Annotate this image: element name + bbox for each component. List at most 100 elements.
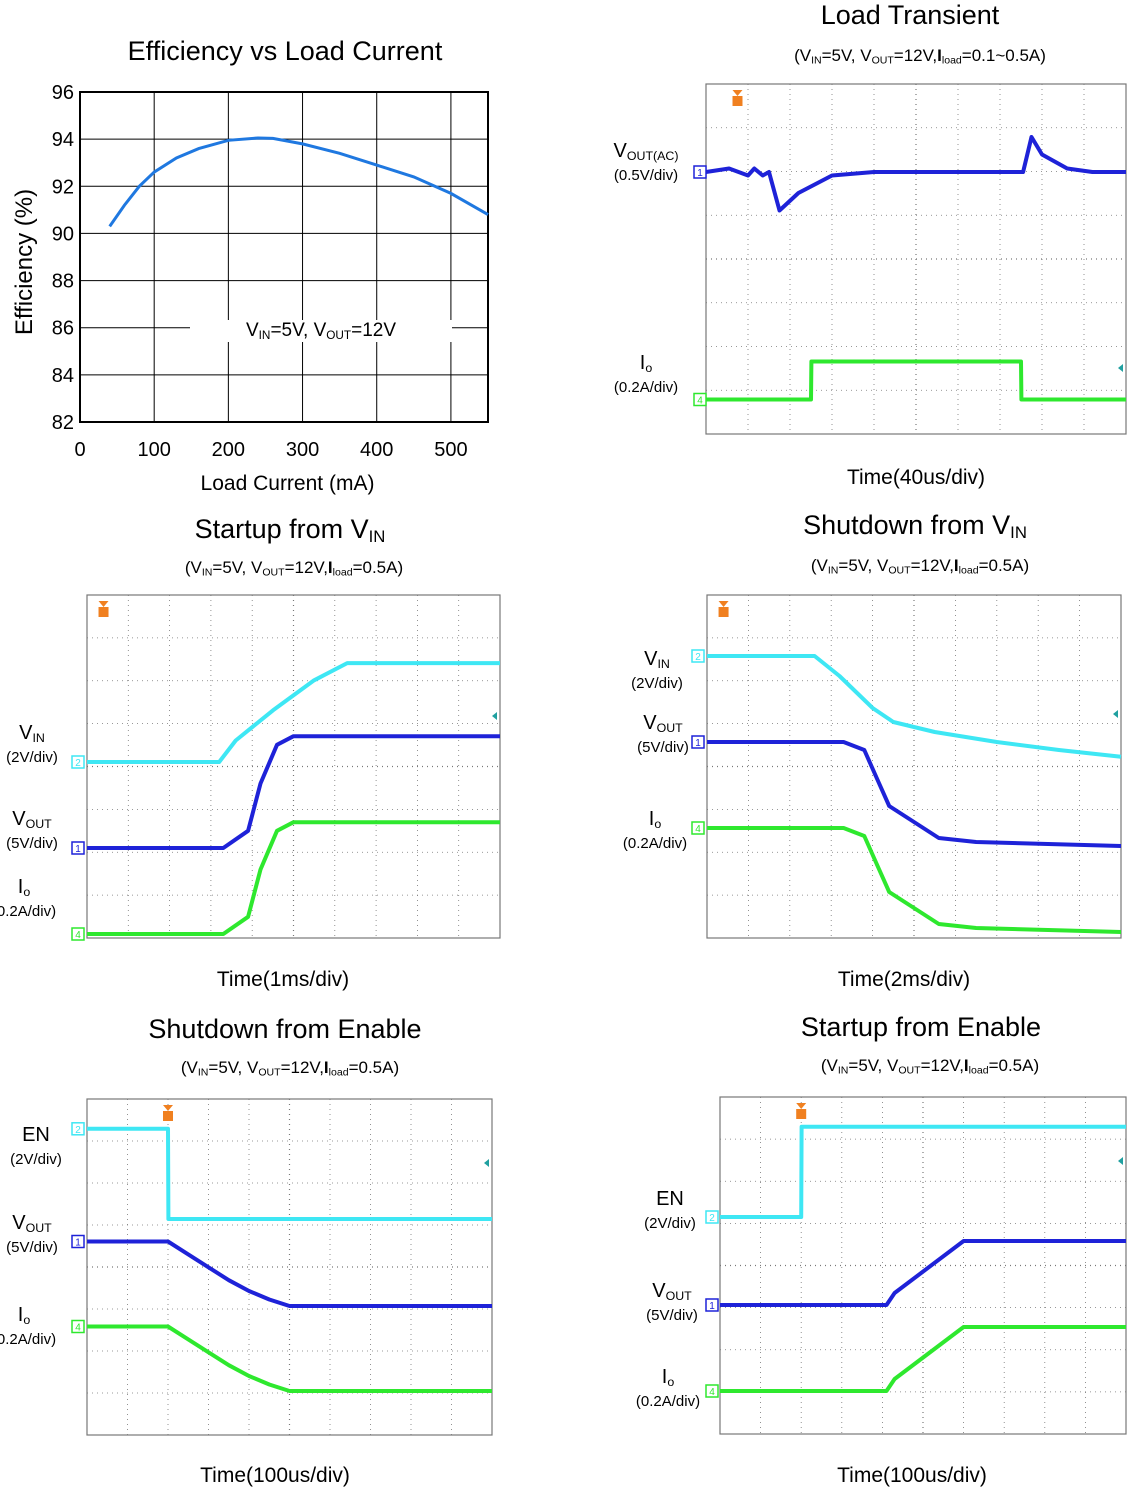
efficiency-y-tick-label: 84	[52, 365, 74, 387]
shutdown-enable-time-label: Time(100us/div)	[200, 1464, 350, 1487]
startup-enable-conditions: (VIN=5V, VOUT=12V,Iload=0.5A)	[820, 1056, 1040, 1077]
efficiency-y-tick-label: 82	[52, 412, 74, 434]
shutdown-enable-trigger-icon	[163, 1105, 173, 1111]
efficiency-plot-frame	[79, 91, 489, 423]
efficiency-x-tick-label: 300	[286, 439, 319, 461]
load-transient-ch1-label: VOUT(AC) (0.5V/div)	[613, 140, 679, 185]
shutdown-vin-channel-marker	[691, 821, 705, 835]
startup-vin-ch1-label: VIN (2V/div)	[6, 722, 58, 767]
startup-enable-channel-marker-label: 1	[709, 1301, 715, 1312]
startup-vin-trace-1	[87, 661, 500, 764]
startup-enable-channel-marker-label: 2	[709, 1213, 715, 1224]
startup-enable-trigger-badge	[796, 1109, 807, 1119]
startup-vin-channel-marker-label: 1	[75, 844, 81, 855]
load-transient-level-arrow-icon	[1118, 364, 1123, 372]
efficiency-y-tick-label: 90	[52, 223, 74, 245]
shutdown-enable-trigger-badge	[163, 1111, 173, 1121]
load-transient-frame	[705, 83, 1127, 435]
shutdown-vin-time-label: Time(2ms/div)	[837, 968, 971, 991]
efficiency-curve	[108, 136, 489, 228]
load-transient-trigger-icon	[732, 90, 743, 96]
startup-vin-trigger-icon	[98, 601, 109, 607]
load-transient-time-label: Time(40us/div)	[846, 466, 986, 489]
load-transient-conditions: (VIN=5V, VOUT=12V,Iload=0.1~0.5A)	[794, 46, 1046, 67]
shutdown-vin-title: Shutdown from VIN	[803, 510, 1027, 543]
startup-vin-trace-2	[87, 734, 500, 850]
startup-vin-channel-marker-label: 2	[75, 758, 81, 769]
efficiency-x-axis-label: Load Current (mA)	[200, 472, 375, 495]
shutdown-enable-ch1-label: EN (2V/div)	[10, 1124, 62, 1169]
shutdown-enable-channel-marker-label: 2	[75, 1125, 81, 1136]
startup-enable-level-arrow-icon	[1118, 1157, 1123, 1165]
efficiency-x-tick-label: 400	[360, 439, 393, 461]
startup-vin-conditions: (VIN=5V, VOUT=12V,Iload=0.5A)	[184, 558, 404, 579]
startup-enable-time-label: Time(100us/div)	[837, 1464, 987, 1487]
shutdown-vin-channel-marker	[691, 649, 705, 663]
startup-enable-trigger-icon	[796, 1103, 807, 1109]
shutdown-enable-trace-1	[87, 1126, 492, 1221]
efficiency-x-tick-label: 200	[212, 439, 245, 461]
startup-vin-channel-marker	[71, 755, 85, 769]
shutdown-vin-trigger-badge	[718, 607, 729, 617]
efficiency-y-tick-label: 88	[52, 271, 74, 293]
efficiency-y-tick-label: 94	[52, 129, 74, 151]
shutdown-vin-level-arrow-icon	[1113, 710, 1118, 718]
startup-vin-level-arrow-icon	[492, 712, 497, 720]
startup-vin-trigger-badge	[98, 607, 109, 617]
startup-enable-channel-marker-label: 4	[709, 1387, 715, 1398]
load-transient-trace-2	[706, 359, 1126, 402]
load-transient-title: Load Transient	[820, 0, 1000, 30]
load-transient-trigger-badge	[732, 96, 743, 106]
efficiency-chart-title: Efficiency vs Load Current	[127, 36, 443, 66]
shutdown-vin-conditions: (VIN=5V, VOUT=12V,Iload=0.5A)	[810, 556, 1030, 577]
load-transient-channel-marker	[693, 392, 707, 407]
startup-enable-ch1-label: EN (2V/div)	[644, 1188, 696, 1233]
efficiency-x-tick-label: 100	[137, 439, 170, 461]
efficiency-x-tick-label: 500	[434, 439, 467, 461]
shutdown-enable-trace-3	[87, 1324, 492, 1393]
shutdown-vin-trigger-icon	[718, 601, 729, 607]
shutdown-enable-level-arrow-icon	[484, 1159, 489, 1167]
shutdown-enable-channel-marker-label: 4	[75, 1323, 81, 1334]
shutdown-vin-trace-2	[707, 740, 1122, 848]
shutdown-vin-ch3-label: Io (0.2A/div)	[622, 808, 688, 853]
load-transient-ch2-label: Io (0.2A/div)	[613, 352, 679, 397]
startup-vin-title: Startup from VIN	[194, 514, 386, 547]
shutdown-enable-channel-marker	[71, 1234, 85, 1249]
startup-vin-ch2-label: VOUT (5V/div)	[6, 808, 58, 853]
shutdown-vin-ch2-label: VOUT (5V/div)	[637, 712, 689, 757]
startup-vin-ch3-label: Io (0.2A/div)	[0, 876, 57, 921]
startup-enable-trace-2	[720, 1239, 1126, 1307]
startup-enable-channel-marker	[705, 1384, 719, 1398]
shutdown-vin-ch1-label: VIN (2V/div)	[631, 648, 683, 693]
startup-vin-channel-marker-label: 4	[75, 930, 81, 941]
startup-vin-time-label: Time(1ms/div)	[216, 968, 350, 991]
shutdown-vin-channel-marker-label: 2	[695, 652, 701, 663]
startup-vin-trace-3	[87, 820, 500, 936]
shutdown-enable-channel-marker-label: 1	[75, 1238, 81, 1249]
shutdown-vin-trace-3	[707, 826, 1122, 934]
startup-vin-frame	[86, 594, 501, 939]
startup-enable-frame	[719, 1096, 1127, 1435]
shutdown-vin-channel-marker-label: 1	[695, 738, 701, 749]
shutdown-vin-frame	[706, 594, 1122, 939]
shutdown-enable-frame	[86, 1098, 493, 1436]
startup-enable-title: Startup from Enable	[800, 1012, 1042, 1042]
startup-enable-channel-marker	[705, 1298, 719, 1312]
shutdown-enable-channel-marker	[71, 1122, 85, 1136]
load-transient-channel-marker	[693, 165, 707, 179]
shutdown-enable-ch2-label: VOUT (5V/div)	[6, 1212, 58, 1257]
shutdown-vin-channel-marker	[691, 735, 705, 749]
startup-enable-channel-marker	[705, 1210, 719, 1224]
efficiency-x-tick-label: 0	[74, 439, 85, 461]
efficiency-condition-annotation: VIN=5V, VOUT=12V	[190, 320, 452, 342]
shutdown-enable-trace-2	[87, 1239, 492, 1308]
load-transient-channel-marker-label: 1	[697, 168, 703, 179]
shutdown-enable-channel-marker	[71, 1319, 85, 1334]
